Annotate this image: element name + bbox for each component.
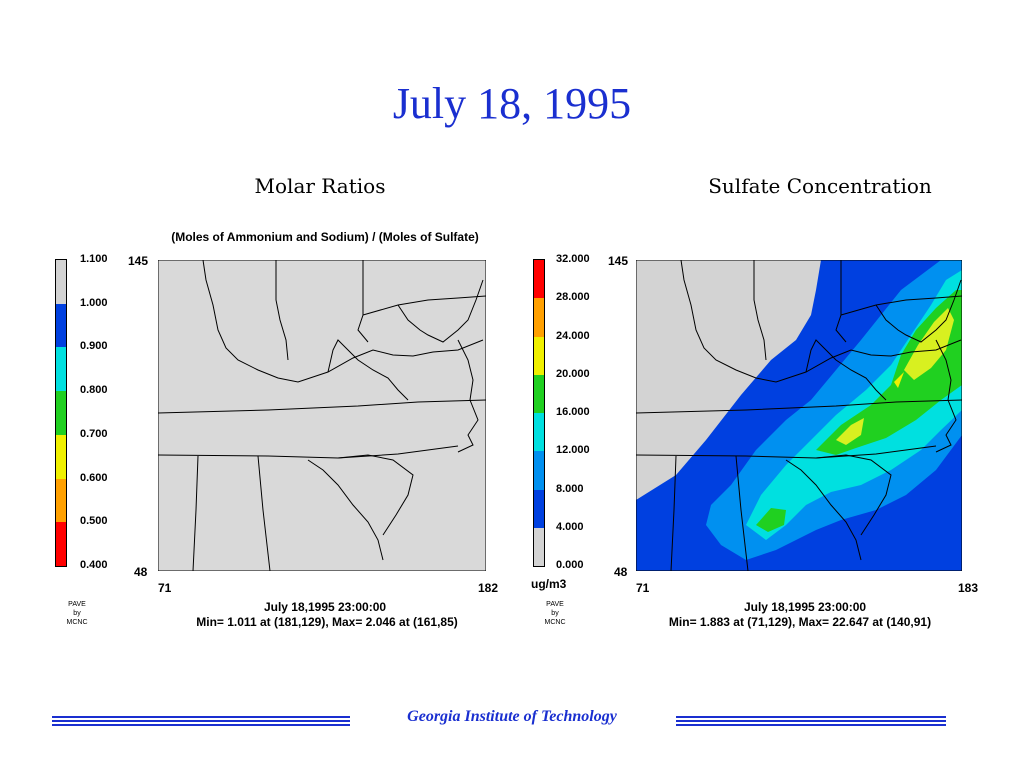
right-legend-colorbar bbox=[533, 259, 545, 567]
footer-rule-right bbox=[676, 716, 946, 726]
pa-southern-border bbox=[840, 295, 962, 316]
legend-swatch bbox=[534, 527, 544, 566]
oh-pa-border bbox=[835, 260, 847, 343]
al-ga-border bbox=[257, 455, 271, 571]
sulfate-band-16-20 bbox=[756, 290, 962, 532]
footer-institution: Georgia Institute of Technology bbox=[407, 708, 617, 725]
right-pave-credit: PAVE by MCNC bbox=[540, 600, 570, 627]
ohio-river bbox=[202, 260, 484, 383]
right-axis-y-bottom: 48 bbox=[614, 565, 628, 579]
legend-tick-label: 0.800 bbox=[80, 384, 108, 397]
legend-tick-label: 20.000 bbox=[556, 367, 590, 380]
legend-tick-label: 24.000 bbox=[556, 329, 590, 342]
left-pave-line3: MCNC bbox=[66, 619, 88, 626]
legend-swatch bbox=[534, 374, 544, 413]
legend-tick-label: 16.000 bbox=[556, 406, 590, 418]
legend-tick-label: 12.000 bbox=[556, 444, 590, 457]
legend-swatch bbox=[56, 347, 66, 392]
left-legend-ticks: 1.100 1.000 0.900 0.800 0.700 0.600 0.500 0.400 bbox=[80, 253, 120, 573]
legend-swatch bbox=[56, 303, 66, 348]
left-axis-y-bottom: 48 bbox=[134, 565, 148, 579]
right-legend-ticks: 32.000 28.000 24.000 20.000 16.000 12.000 8.00… bbox=[556, 253, 606, 573]
sulfate-band-20-24 bbox=[836, 308, 954, 445]
legend-tick-label: 32.000 bbox=[556, 253, 590, 265]
legend-swatch bbox=[534, 260, 544, 299]
right-map bbox=[636, 260, 962, 571]
ga-sc-border bbox=[307, 459, 384, 561]
legend-swatch bbox=[56, 260, 66, 304]
legend-swatch bbox=[534, 298, 544, 337]
ohio-river bbox=[680, 260, 962, 383]
left-map bbox=[158, 260, 486, 571]
left-pave-credit: PAVE by MCNC bbox=[62, 600, 92, 627]
legend-swatch bbox=[534, 489, 544, 528]
legend-tick-label: 0.500 bbox=[80, 515, 108, 528]
left-panel-title: Molar Ratios bbox=[254, 174, 386, 198]
left-axis-y-top: 145 bbox=[128, 254, 149, 268]
left-legend-colorbar bbox=[55, 259, 67, 567]
ky-tn-border bbox=[158, 399, 486, 414]
sc-nc-border bbox=[337, 454, 414, 536]
legend-swatch bbox=[56, 522, 66, 566]
left-map-background bbox=[158, 260, 486, 571]
md-va-border bbox=[875, 279, 962, 343]
in-oh-border bbox=[753, 260, 767, 361]
pa-southern-border bbox=[362, 295, 486, 316]
legend-tick-label: 0.400 bbox=[80, 559, 108, 571]
ms-al-border bbox=[192, 455, 199, 571]
legend-tick-label: 4.000 bbox=[556, 520, 584, 533]
wv-border bbox=[327, 339, 409, 401]
legend-swatch bbox=[56, 391, 66, 435]
ga-sc-border bbox=[785, 459, 862, 561]
left-timestamp: July 18,1995 23:00:00 bbox=[263, 600, 387, 614]
right-minmax: Min= 1.883 at (71,129), Max= 22.647 at (… bbox=[668, 615, 932, 629]
md-va-border bbox=[397, 279, 484, 343]
legend-swatch bbox=[534, 451, 544, 490]
legend-tick-label: 0.900 bbox=[80, 340, 108, 353]
left-panel-subtitle: (Moles of Ammonium and Sodium) / (Moles … bbox=[171, 230, 479, 244]
right-panel-title: Sulfate Concentration bbox=[708, 174, 932, 198]
oh-pa-border bbox=[357, 260, 369, 343]
wv-border bbox=[805, 339, 887, 401]
coast-nc bbox=[935, 339, 957, 453]
right-pave-line1: PAVE bbox=[546, 601, 564, 608]
right-map-borders bbox=[636, 260, 962, 571]
footer-rule-left bbox=[52, 716, 350, 726]
right-axis-x-right: 183 bbox=[958, 581, 979, 595]
slide-title: July 18, 1995 bbox=[392, 79, 632, 128]
legend-swatch bbox=[56, 478, 66, 523]
sc-nc-border bbox=[815, 454, 892, 536]
al-ga-border bbox=[735, 455, 749, 571]
left-pave-line1: PAVE bbox=[68, 601, 86, 608]
legend-tick-label: 1.000 bbox=[80, 296, 108, 309]
legend-swatch bbox=[56, 434, 66, 479]
ms-al-border bbox=[670, 455, 677, 571]
legend-tick-label: 8.000 bbox=[556, 482, 584, 495]
legend-tick-label: 1.100 bbox=[80, 253, 108, 265]
left-axis-x-right: 182 bbox=[478, 581, 499, 595]
legend-tick-label: 28.000 bbox=[556, 291, 590, 304]
in-oh-border bbox=[275, 260, 289, 361]
right-axis-x-left: 71 bbox=[636, 581, 650, 595]
left-axis-x-left: 71 bbox=[158, 581, 172, 595]
left-map-borders bbox=[158, 260, 486, 571]
sulfate-peak-area bbox=[894, 372, 904, 388]
right-timestamp: July 18,1995 23:00:00 bbox=[743, 600, 867, 614]
left-pave-line2: by bbox=[73, 610, 81, 617]
legend-tick-label: 0.000 bbox=[556, 559, 584, 571]
right-pave-line2: by bbox=[551, 610, 559, 617]
legend-tick-label: 0.600 bbox=[80, 471, 108, 484]
right-legend-unit: ug/m3 bbox=[531, 577, 567, 591]
left-minmax: Min= 1.011 at (181,129), Max= 2.046 at (… bbox=[196, 615, 458, 629]
coast-nc bbox=[457, 339, 479, 453]
right-pave-line3: MCNC bbox=[544, 619, 566, 626]
right-axis-y-top: 145 bbox=[608, 254, 629, 268]
legend-swatch bbox=[534, 413, 544, 452]
legend-tick-label: 0.700 bbox=[80, 427, 108, 440]
legend-swatch bbox=[534, 336, 544, 375]
ky-tn-border bbox=[636, 399, 962, 414]
